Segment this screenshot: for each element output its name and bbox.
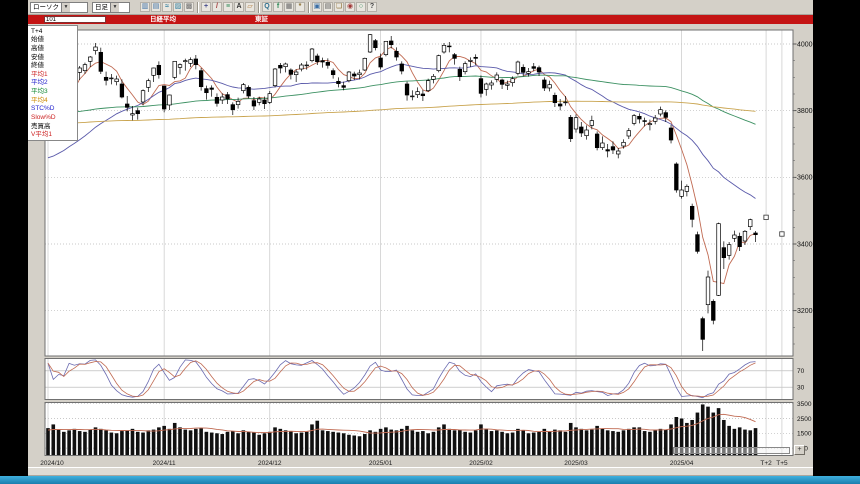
market-name: 東証 — [255, 16, 268, 23]
axis-labels: 40000 38000 36000 34000 32000 70 30 3500 2500 150… — [793, 41, 813, 452]
svg-text:40000: 40000 — [797, 41, 813, 48]
chevron-down-icon[interactable]: ▼ — [110, 2, 119, 12]
area-chart-icon[interactable]: ▨ — [173, 2, 183, 12]
legend-item-STC%D: STC%D — [31, 105, 55, 113]
panel-borders — [44, 29, 794, 456]
legend-item-終値: 終値 — [31, 62, 44, 70]
legend-item-安値: 安値 — [31, 53, 44, 61]
stochastic-lines — [47, 359, 756, 399]
compare-chart-icon[interactable]: ▩ — [184, 2, 194, 12]
print-icon[interactable]: ▤ — [323, 2, 333, 12]
svg-text:36000: 36000 — [797, 175, 813, 182]
horizontal-scrollbar[interactable] — [28, 467, 813, 476]
line-chart-icon[interactable]: ≈ — [162, 2, 172, 12]
legend-item-Slow%D: Slow%D — [31, 113, 56, 121]
svg-text:2024/11: 2024/11 — [153, 460, 176, 467]
candle-chart-icon[interactable]: ▥ — [140, 2, 150, 12]
svg-text:2024/10: 2024/10 — [40, 460, 64, 467]
svg-text:2025/03: 2025/03 — [564, 460, 588, 467]
legend-panel: T+4 始値 高値 安値 終値 平均1 平均2 平均3 平均4 STC%D Slow%D 売買高 V平均… — [28, 25, 78, 141]
period-value: 日足 — [95, 3, 108, 11]
grid-toggle-icon[interactable]: ▦ — [284, 2, 294, 12]
svg-text:2025/02: 2025/02 — [469, 460, 493, 467]
legend-item-始値: 始値 — [31, 36, 44, 44]
svg-text:34000: 34000 — [797, 241, 813, 248]
toolbar-separator — [308, 1, 310, 13]
trendline-icon[interactable]: / — [212, 2, 222, 12]
svg-text:70: 70 — [797, 368, 805, 375]
chart-application-window: ローソク ▼ 日足 ▼ ▥▤≈▨▩+/≡A▱Qf▦*▣▤❏◉○? 日経平均 東証… — [28, 0, 813, 476]
toolbar-separator — [258, 1, 260, 13]
copy-icon[interactable]: ❏ — [334, 2, 344, 12]
toolbar-separator — [197, 1, 199, 13]
svg-text:1500: 1500 — [797, 431, 812, 438]
legend-item-売買高: 売買高 — [31, 122, 51, 130]
fibonacci-icon[interactable]: ≡ — [223, 2, 233, 12]
eraser-icon[interactable]: ▱ — [245, 2, 255, 12]
chart-area: 40000 38000 36000 34000 32000 70 30 3500 2500 150… — [28, 24, 813, 476]
symbol-banner: 日経平均 東証 — [28, 15, 813, 24]
svg-text:3500: 3500 — [797, 401, 812, 408]
legend-item-平均1: 平均1 — [31, 70, 48, 78]
svg-text:2500: 2500 — [797, 416, 812, 423]
indicator-icon[interactable]: f — [273, 2, 283, 12]
candlestick-series — [45, 34, 758, 351]
price-chart: 40000 38000 36000 34000 32000 70 30 3500 2500 150… — [40, 29, 813, 467]
chart-type-select[interactable]: ローソク ▼ — [30, 1, 88, 13]
volume-average-line — [47, 413, 756, 434]
svg-text:2025/01: 2025/01 — [369, 460, 393, 467]
legend-item-平均2: 平均2 — [31, 79, 48, 87]
future-markers — [763, 214, 785, 237]
legend-item-平均3: 平均3 — [31, 88, 48, 96]
legend-item-平均4: 平均4 — [31, 96, 48, 104]
svg-text:2025/04: 2025/04 — [670, 460, 694, 467]
date-axis: 2024/10 2024/11 2024/12 2025/01 2025/02 2025/… — [40, 460, 788, 467]
camera-icon[interactable]: ◉ — [345, 2, 355, 12]
svg-text:32000: 32000 — [797, 308, 813, 315]
volume-bars — [46, 404, 758, 455]
chevron-down-icon[interactable]: ▼ — [61, 2, 70, 12]
legend-item-高値: 高値 — [31, 45, 44, 53]
text-annotation-icon[interactable]: A — [234, 2, 244, 12]
zoom-in-icon[interactable]: Q — [262, 2, 272, 12]
crosshair-icon[interactable]: + — [201, 2, 211, 12]
svg-text:30: 30 — [797, 385, 805, 392]
legend-item-V平均1: V平均1 — [31, 131, 52, 139]
chart-type-value: ローソク — [33, 3, 59, 11]
symbol-code-input[interactable] — [44, 16, 106, 23]
period-select[interactable]: 日足 ▼ — [92, 1, 130, 13]
settings-icon[interactable]: * — [295, 2, 305, 12]
taskbar-strip — [0, 476, 860, 484]
svg-text:T+2: T+2 — [760, 460, 772, 467]
visible-range-indicator[interactable] — [673, 447, 790, 454]
scroll-expand-button[interactable]: + — [794, 445, 805, 455]
svg-text:38000: 38000 — [797, 108, 813, 115]
legend-item-T+4: T+4 — [31, 27, 43, 35]
symbol-name: 日経平均 — [150, 16, 176, 23]
svg-text:T+5: T+5 — [776, 460, 788, 467]
svg-text:2024/12: 2024/12 — [258, 460, 282, 467]
help-icon[interactable]: ? — [367, 2, 377, 12]
bar-chart-icon[interactable]: ▤ — [151, 2, 161, 12]
refresh-icon[interactable]: ○ — [356, 2, 366, 12]
save-icon[interactable]: ▣ — [312, 2, 322, 12]
